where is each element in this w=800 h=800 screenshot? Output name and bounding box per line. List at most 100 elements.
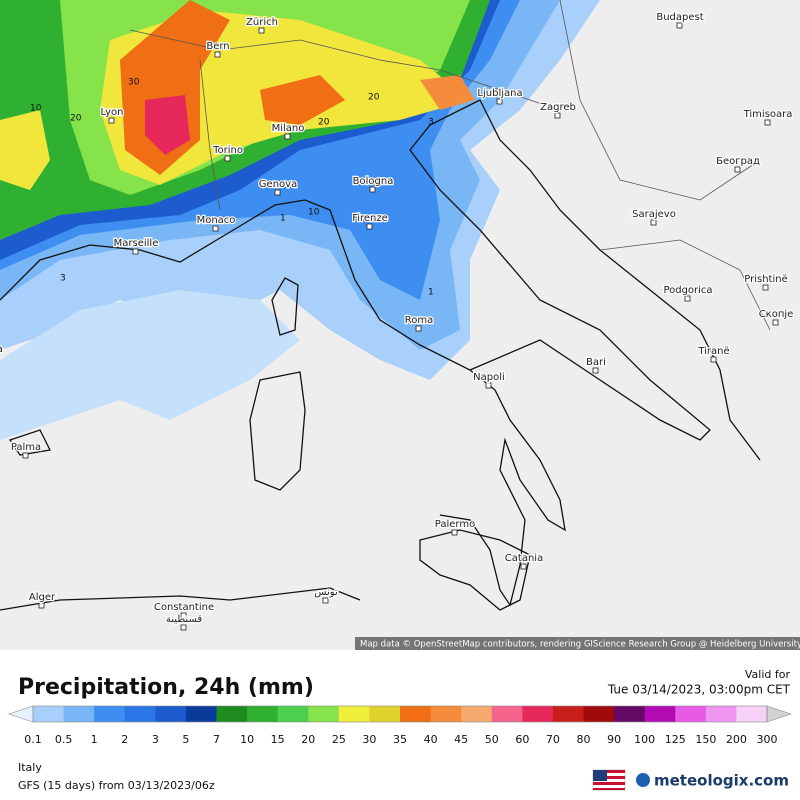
city-marker [180,612,187,619]
colorbar-label: 70 [546,733,560,746]
colorbar-label: 100 [634,733,655,746]
colorbar-label: 0.1 [24,733,42,746]
colorbar-label: 90 [607,733,621,746]
coastline [0,199,566,607]
city-label: Београд [716,156,760,167]
colorbar-label: 60 [515,733,529,746]
city-label: Budapest [656,12,703,23]
border [129,29,561,111]
colorbar-swatch [552,706,584,722]
city-label: قسنطينة [166,614,203,625]
colorbar-swatch [522,706,554,722]
city-marker [592,367,599,374]
city-marker [322,597,329,604]
colorbar-label: 35 [393,733,407,746]
city-label: Ljubljana [477,88,522,99]
border [559,0,761,201]
city-label: Barcelona [0,344,3,355]
precip-field [0,290,300,440]
colorbar-swatch [491,706,523,722]
city-marker [224,155,231,162]
colorbar-label: 15 [271,733,285,746]
colorbar-swatch [216,706,248,722]
colorbar-label: 3 [152,733,159,746]
island [271,277,299,336]
colorbar-label: 30 [362,733,376,746]
colorbar-swatch [461,706,493,722]
precip-field [0,110,50,190]
colorbar-swatch [736,706,768,722]
colorbar-label: 200 [726,733,747,746]
colorbar-swatch [33,706,65,722]
contour-label: 20 [368,93,380,103]
colorbar-label: 7 [213,733,220,746]
city-marker [415,325,422,332]
colorbar-swatch [614,706,646,722]
colorbar-swatch [155,706,187,722]
city-label: Скопје [759,308,794,320]
city-marker [212,225,219,232]
logo-icon [636,773,650,787]
city-label: Prishtinë [744,274,787,285]
city-marker [258,27,265,34]
valid-label: Valid for [745,668,791,681]
city-label: Genova [259,179,297,190]
colorbar-swatch [63,706,95,722]
coastline [479,99,761,461]
colorbar-swatch [124,706,156,722]
city-label: Catania [505,553,543,564]
city-marker [734,166,741,173]
city-marker [520,563,527,570]
city-marker [284,133,291,140]
colorbar-swatch [705,706,737,722]
contour-label: 3 [60,274,66,284]
colorbar-swatch [675,706,707,722]
colorbar-swatch [185,706,217,722]
city-marker [554,112,561,119]
city-marker [274,189,281,196]
coastline [409,99,711,441]
contour-label: 10 [308,208,320,218]
precip-field [260,75,345,125]
city-marker [132,248,139,255]
colorbar-label: 2 [121,733,128,746]
city-marker [451,529,458,536]
colorbar-swatch [338,706,370,722]
colorbar-swatch [430,706,462,722]
colorbar-swatch [247,706,279,722]
city-marker [108,117,115,124]
island [419,529,531,611]
attribution-box [355,637,800,650]
contour-label: 20 [318,118,330,128]
region: Italy [18,761,42,774]
city-marker [676,22,683,29]
island [249,371,306,491]
legend-panel: Precipitation, 24h (mm) Valid for Tue 03… [8,668,792,792]
city-label: Lyon [100,107,123,118]
city-marker [650,219,657,226]
city-marker [214,51,221,58]
contour-label: 1 [428,288,434,298]
valid-time: Tue 03/14/2023, 03:00pm CET [607,683,791,697]
colorbar-swatch [94,706,126,722]
city-marker [22,452,29,459]
colorbar-swatch [308,706,340,722]
city-label: Timisoara [743,109,793,120]
colorbar-frame [32,705,768,723]
city-label: Palma [11,442,41,453]
colorbar-label: 20 [301,733,315,746]
city-label: Bern [206,41,229,52]
colorbar-swatch [369,706,401,722]
city-marker [772,319,779,326]
colorbar-swatch [277,706,309,722]
city-label: Bari [586,357,606,368]
colorbar-label: 50 [485,733,499,746]
map: 10 20 30 20 20 3 1 10 3 1 Budapest Zürich… [0,0,800,650]
coastline [0,587,361,611]
contour-label: 1 [280,214,286,224]
colorbar-arrow [766,705,792,723]
attribution: Map data © OpenStreetMap contributors, r… [360,640,800,650]
city-label: Marseille [114,238,159,249]
city-label: Milano [272,123,305,134]
